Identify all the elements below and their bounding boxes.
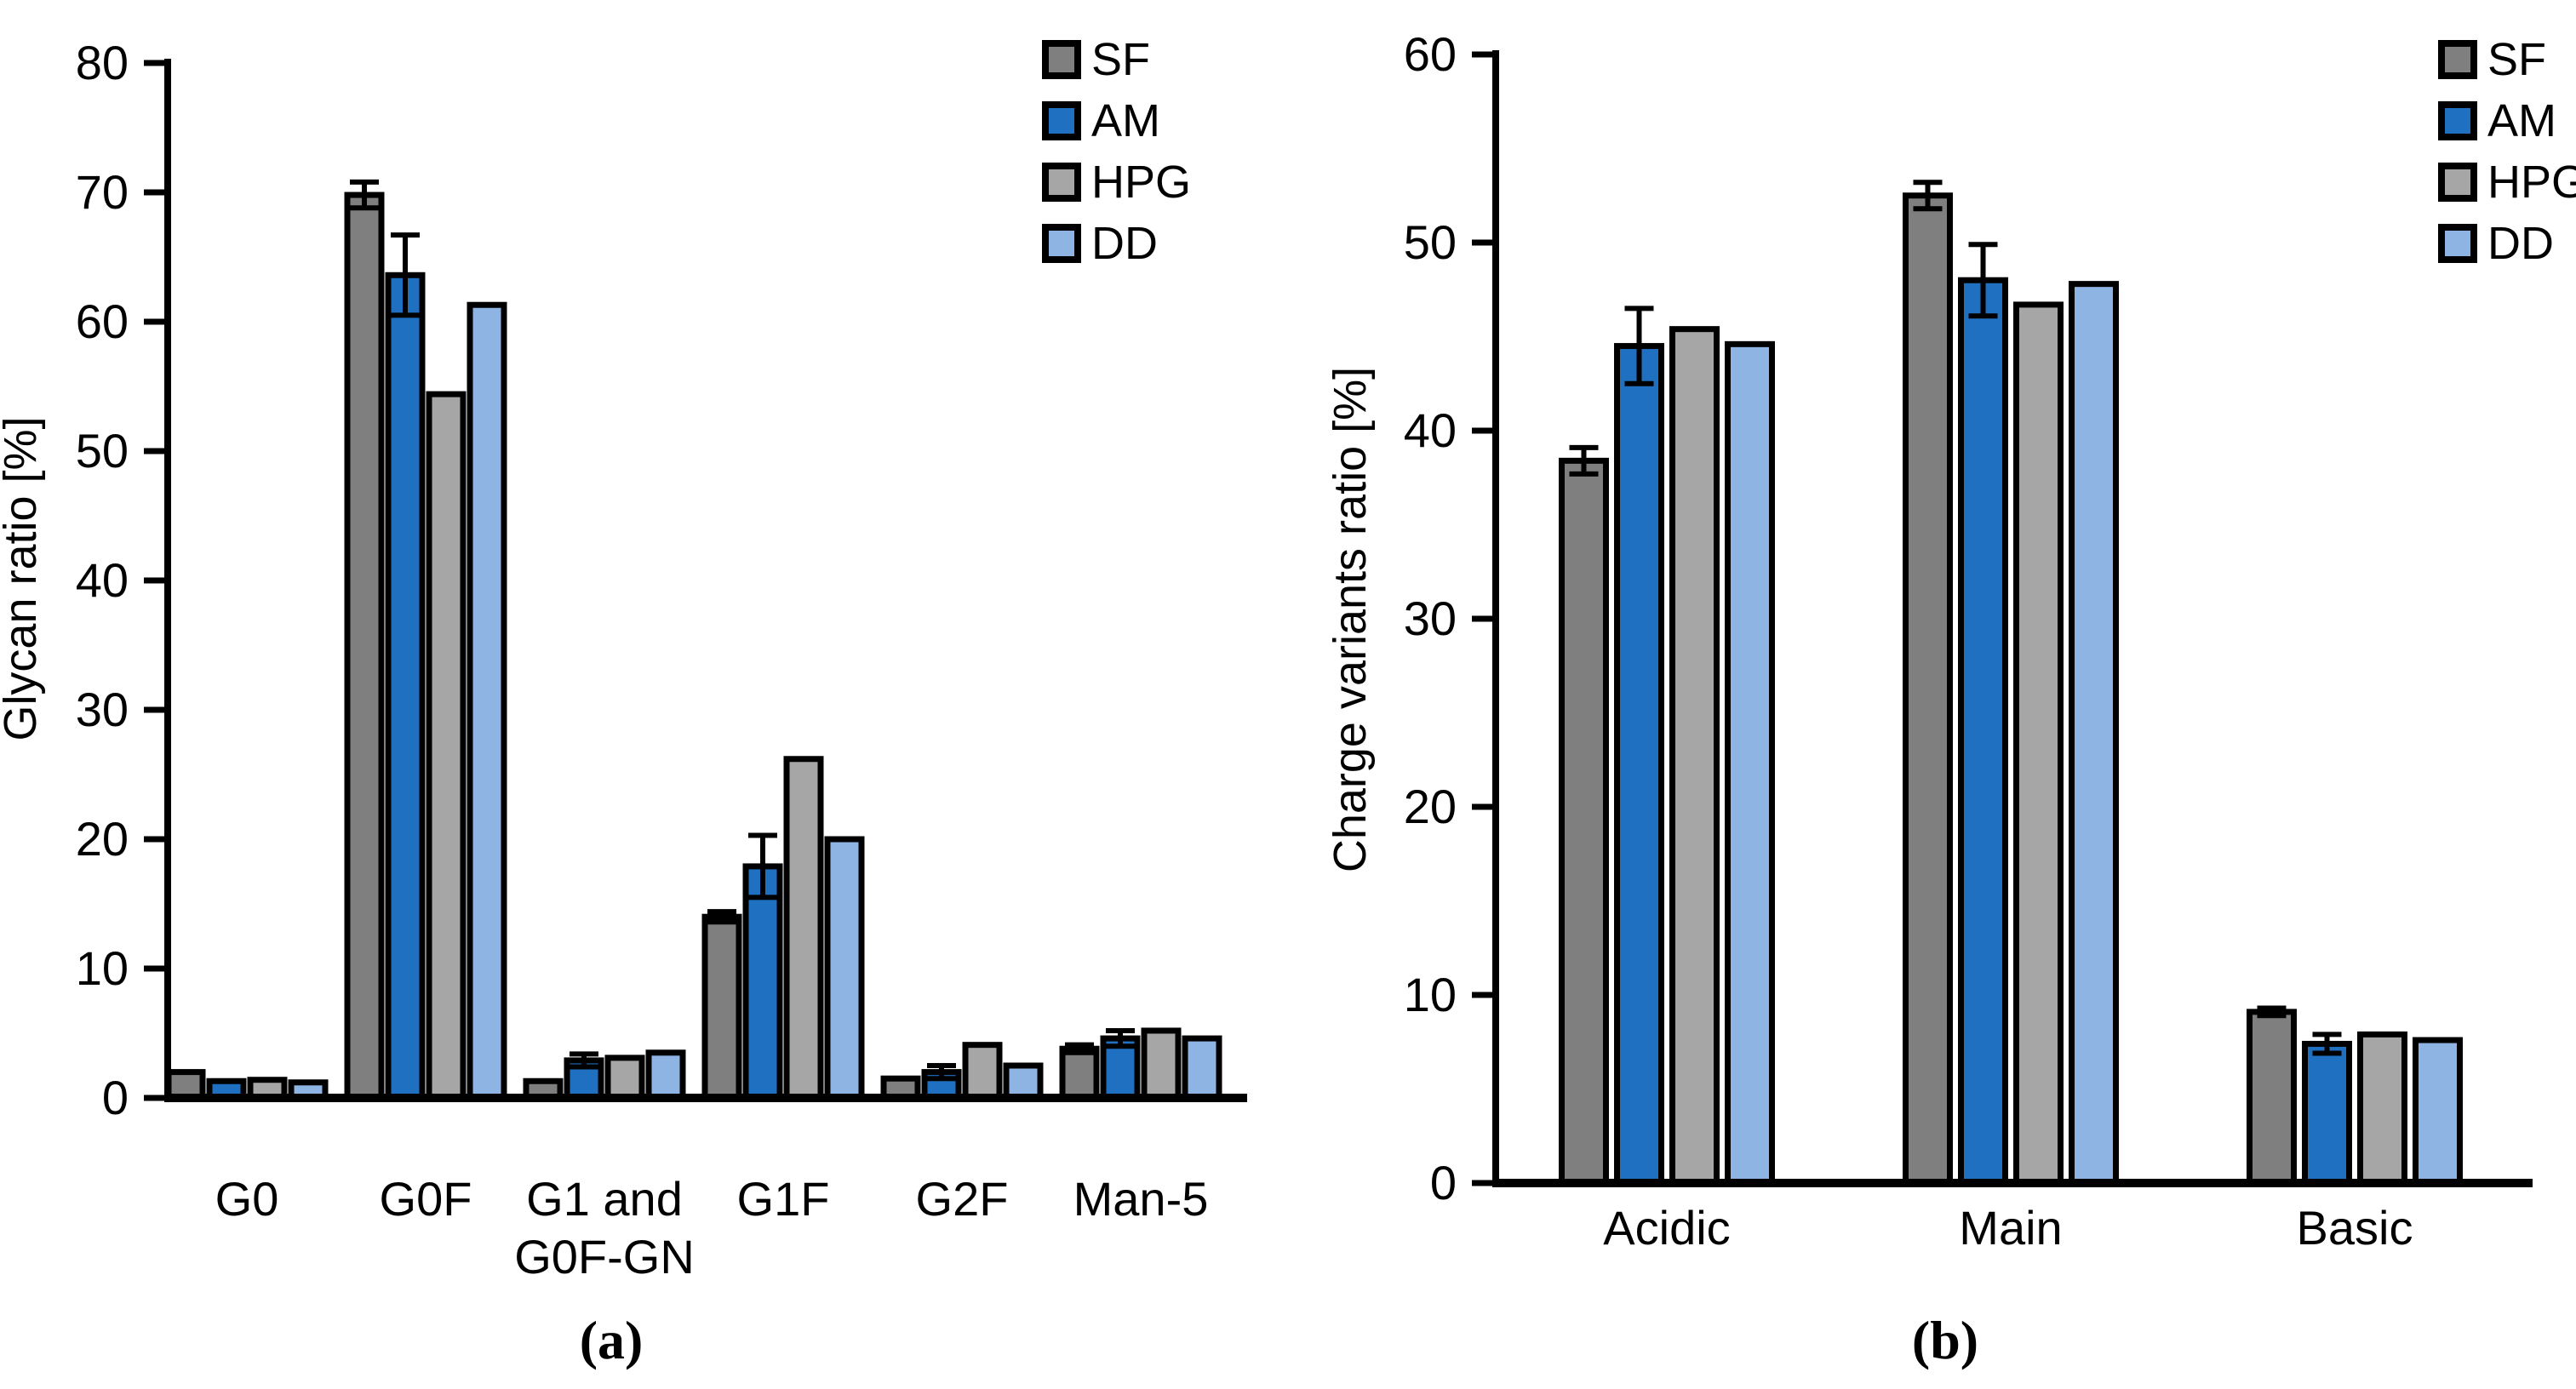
bar-SF-Basic xyxy=(2247,1009,2297,1186)
error-bar-AM-G0F xyxy=(391,232,420,318)
panel-b-chart: 0 10 20 30 40 50 60 Acidic Main Basic Charge varia… xyxy=(1325,27,2576,1255)
y-tick-label: 40 xyxy=(76,553,129,607)
error-bar-AM-Main xyxy=(1968,242,1998,319)
legend-item-DD: DD xyxy=(2438,218,2554,269)
bar-DD-G1_and_G0F-GN xyxy=(645,1049,686,1101)
y-tick-label: 0 xyxy=(102,1071,129,1124)
y-tick-label: 30 xyxy=(1404,592,1457,645)
y-tick-label: 70 xyxy=(76,165,129,219)
y-tick-label: 10 xyxy=(1404,968,1457,1021)
bar-HPG-Basic xyxy=(2357,1031,2407,1186)
x-category-label: Man-5 xyxy=(1073,1172,1209,1226)
y-tick-label: 50 xyxy=(76,424,129,477)
bar-SF-G0F xyxy=(344,191,385,1101)
bar-DD-G1F xyxy=(824,836,865,1101)
x-category-label: G0F xyxy=(380,1172,472,1226)
error-bar-AM-Basic xyxy=(2312,1032,2342,1056)
caption-b: (b) xyxy=(1911,1310,1979,1370)
y-axis-title: Charge variants ratio [%] xyxy=(1325,367,1376,872)
x-category-label: G1F xyxy=(737,1172,830,1226)
bar-DD-Basic xyxy=(2413,1037,2463,1186)
legend-label-HPG: HPG xyxy=(1091,157,1191,208)
bar-HPG-G1F xyxy=(783,756,824,1101)
x-category-label: Acidic xyxy=(1603,1201,1730,1255)
bar-AM-Basic xyxy=(2302,1040,2352,1186)
legend-swatch-HPG xyxy=(1042,163,1081,202)
legend-item-DD: DD xyxy=(1042,218,1158,269)
error-bar-SF-G0F xyxy=(350,179,379,211)
bar-DD-G2F xyxy=(1003,1062,1044,1101)
error-bar-AM-G2F xyxy=(927,1063,956,1082)
legend-swatch-SF xyxy=(1042,40,1081,79)
x-category-label: G2F xyxy=(916,1172,1009,1226)
error-bar-AM-G1F xyxy=(748,832,777,900)
caption-a: (a) xyxy=(579,1310,644,1370)
legend-item-AM: AM xyxy=(2438,95,2556,146)
y-tick-label: 80 xyxy=(76,36,129,89)
y-tick-label: 40 xyxy=(1404,403,1457,457)
bar-AM-Acidic xyxy=(1614,343,1664,1186)
y-tick-label: 20 xyxy=(76,812,129,866)
legend-swatch-HPG xyxy=(2438,163,2477,202)
bar-SF-Man-5 xyxy=(1059,1045,1100,1101)
bar-HPG-G2F xyxy=(962,1042,1003,1101)
bar-DD-Man-5 xyxy=(1182,1035,1222,1101)
legend-swatch-AM xyxy=(2438,101,2477,140)
x-category-label: G0 xyxy=(215,1172,279,1226)
y-tick-label: 20 xyxy=(1404,780,1457,833)
x-category-label: Basic xyxy=(2297,1201,2413,1255)
legend-item-AM: AM xyxy=(1042,95,1160,146)
bar-AM-Main xyxy=(1958,277,2008,1186)
y-tick-label: 60 xyxy=(76,294,129,348)
bar-HPG-G1_and_G0F-GN xyxy=(604,1055,645,1101)
error-bar-AM-Man-5 xyxy=(1106,1027,1135,1049)
y-axis-title: Glycan ratio [%] xyxy=(0,416,46,740)
x-category-label: Main xyxy=(1959,1201,2062,1255)
legend-swatch-SF xyxy=(2438,40,2477,79)
legend-swatch-AM xyxy=(1042,101,1081,140)
y-tick-label: 10 xyxy=(76,941,129,995)
y-tick-label: 60 xyxy=(1404,27,1457,81)
legend-label-AM: AM xyxy=(1091,95,1160,146)
error-bar-SF-Main xyxy=(1913,180,1943,212)
bar-HPG-Main xyxy=(2013,301,2064,1186)
panel-a-chart: 0 10 20 30 40 50 60 70 80 G0 G0F G1 and G0F-GN G1F G2F… xyxy=(0,34,1247,1283)
legend-item-HPG: HPG xyxy=(2438,157,2576,208)
legend-label-SF: SF xyxy=(1091,34,1150,85)
legend-label-DD: DD xyxy=(2487,218,2554,269)
legend-label-HPG: HPG xyxy=(2487,157,2576,208)
legend-swatch-DD xyxy=(2438,224,2477,263)
y-tick-label: 0 xyxy=(1430,1156,1457,1209)
legend-swatch-DD xyxy=(1042,224,1081,263)
bar-AM-G0F xyxy=(385,272,426,1101)
bar-SF-Main xyxy=(1903,192,1953,1186)
error-bar-AM-G1_and_G0F-GN xyxy=(570,1051,598,1070)
bar-HPG-Acidic xyxy=(1669,326,1720,1186)
y-tick-label: 50 xyxy=(1404,215,1457,269)
bar-AM-G1F xyxy=(742,863,783,1101)
bar-SF-Acidic xyxy=(1559,457,1609,1186)
legend-item-HPG: HPG xyxy=(1042,157,1191,208)
y-tick-label: 30 xyxy=(76,683,129,736)
error-bar-SF-Man-5 xyxy=(1065,1042,1094,1055)
legend-item-SF: SF xyxy=(2438,34,2546,85)
bar-HPG-Man-5 xyxy=(1141,1027,1182,1101)
bar-DD-Acidic xyxy=(1725,340,1775,1186)
error-bar-SF-Acidic xyxy=(1569,444,1599,477)
legend-label-DD: DD xyxy=(1091,218,1158,269)
legend-label-SF: SF xyxy=(2487,34,2546,85)
error-bar-SF-Basic xyxy=(2257,1005,2287,1019)
bar-DD-G0F xyxy=(467,301,507,1101)
x-category-label: G1 and G0F-GN xyxy=(514,1172,695,1283)
bar-HPG-G0F xyxy=(426,391,467,1101)
error-bar-SF-G1F xyxy=(707,909,736,925)
bar-DD-Main xyxy=(2069,281,2119,1186)
legend-item-SF: SF xyxy=(1042,34,1150,85)
bar-SF-G1F xyxy=(701,913,742,1101)
legend-label-AM: AM xyxy=(2487,95,2556,146)
error-bar-AM-Acidic xyxy=(1624,306,1654,386)
